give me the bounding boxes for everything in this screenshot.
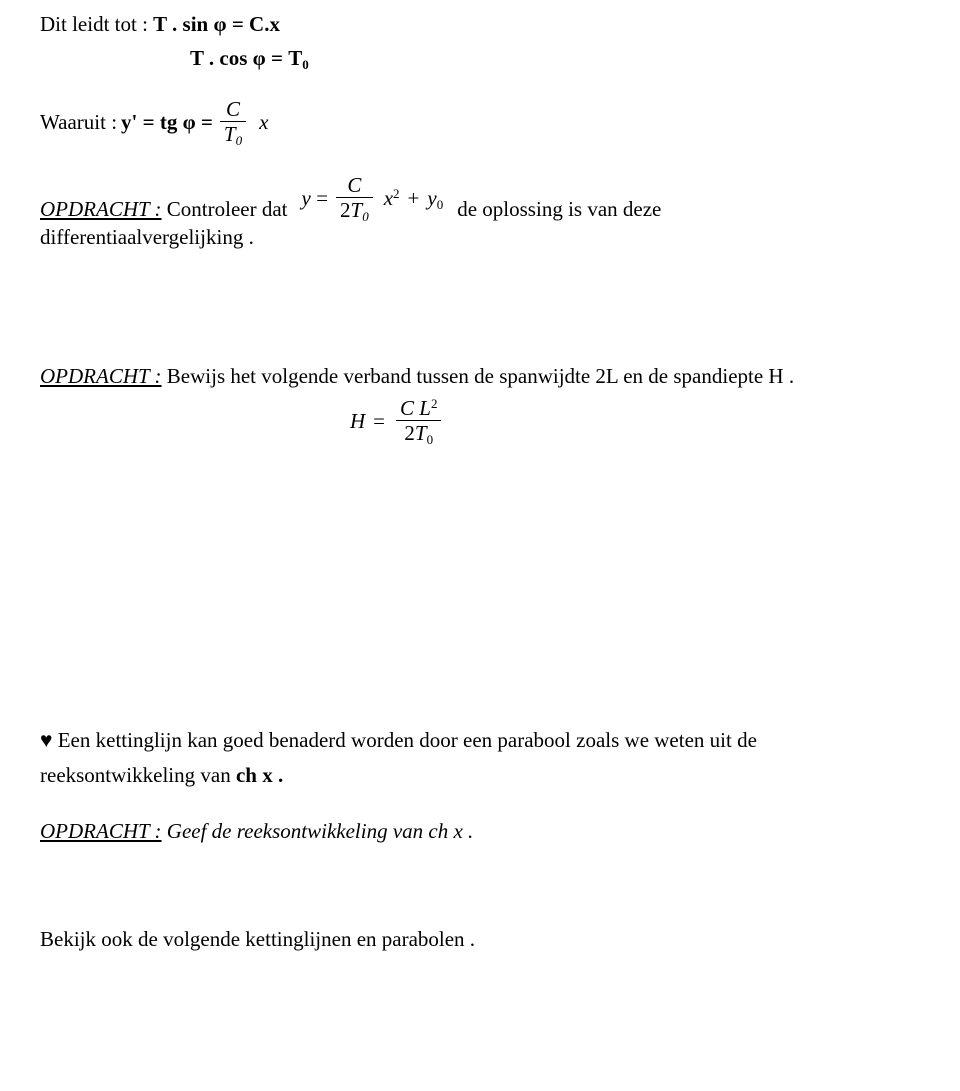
eq-sinphi-text: T . sin φ = C.x xyxy=(153,12,280,36)
den-tb: T xyxy=(415,421,427,445)
eq-equals: = xyxy=(315,184,329,212)
eq-cosphi-text: T . cos φ = T xyxy=(190,46,302,70)
x-base: x xyxy=(384,186,393,210)
kettinglijn-text: Een kettinglijn kan goed benaderd worden… xyxy=(58,728,757,752)
bekijk-text: Bekijk ook de volgende kettinglijnen en … xyxy=(40,927,475,951)
den-2b: 2 xyxy=(404,421,415,445)
y0-base: y xyxy=(427,186,436,210)
H-equals: = xyxy=(373,407,385,435)
eq-cosphi: T . cos φ = T0 xyxy=(190,46,309,70)
intro-prefix: Dit leidt tot : xyxy=(40,12,153,36)
yprime-text: y' = tg φ = xyxy=(121,108,213,136)
frac-den-2t0: 2T0 xyxy=(336,198,373,223)
heart-paragraph: ♥ Een kettinglijn kan goed benaderd word… xyxy=(40,726,960,754)
oplossing-text: de oplossing is van deze xyxy=(457,197,661,221)
diffvgl-text: differentiaalvergelijking . xyxy=(40,225,254,249)
yprime-inner: y' = tg φ = xyxy=(121,110,213,134)
eq-H: H = C L2 2T0 xyxy=(40,396,960,446)
frac-den-t: T xyxy=(224,122,236,146)
geef-reeks-text: Geef de reeksontwikkeling van ch x . xyxy=(167,819,474,843)
x-squared: x2 xyxy=(384,184,400,212)
opdracht-label-2: OPDRACHT : xyxy=(40,364,162,388)
eq-parabola: y = C 2T0 x2 + y0 xyxy=(302,173,444,223)
opdracht-label-1: OPDRACHT : xyxy=(40,197,162,221)
derive-line: Waaruit : y' = tg φ = C T0 x xyxy=(40,97,960,147)
opdracht-label-3: OPDRACHT : xyxy=(40,819,162,843)
frac-den-sub0: 0 xyxy=(236,133,243,148)
bekijk-line: Bekijk ook de volgende kettinglijnen en … xyxy=(40,925,960,953)
intro-line-2: T . cos φ = T0 xyxy=(40,44,960,72)
bewijs-text: Bewijs het volgende verband tussen de sp… xyxy=(167,364,794,388)
reeks-line: reeksontwikkeling van ch x . xyxy=(40,761,960,789)
frac-cl2-2t0: C L2 2T0 xyxy=(396,396,441,446)
frac-num-cl2: C L2 xyxy=(396,396,441,421)
frac-den-2t0b: 2T0 xyxy=(396,421,441,446)
opdracht-reeks: OPDRACHT : Geef de reeksontwikkeling van… xyxy=(40,817,960,845)
frac-num-c: C xyxy=(220,97,246,122)
reeks-text: reeksontwikkeling van xyxy=(40,763,236,787)
eq-sinphi: T . sin φ = C.x xyxy=(153,12,280,36)
y0-term: y0 xyxy=(427,184,443,212)
frac-den-2: 2 xyxy=(340,198,351,222)
num-cl: C L xyxy=(400,396,431,420)
plus-sign: + xyxy=(408,184,420,212)
controleer-text: Controleer dat xyxy=(167,197,288,221)
opdracht-bewijs: OPDRACHT : Bewijs het volgende verband t… xyxy=(40,362,960,390)
num-sup2: 2 xyxy=(431,396,438,411)
waaruit-label: Waaruit : xyxy=(40,108,117,136)
H-var: H xyxy=(350,407,365,435)
x-sup2: 2 xyxy=(393,186,400,201)
diffvgl-line: differentiaalvergelijking . xyxy=(40,223,960,251)
var-x: x xyxy=(259,108,268,136)
y0-sub: 0 xyxy=(437,197,444,212)
opdracht-controleer: OPDRACHT : Controleer dat y = C 2T0 x2 +… xyxy=(40,173,960,223)
chx-bold: ch x . xyxy=(236,763,283,787)
frac-c-over-t0: C T0 xyxy=(220,97,246,147)
frac-den-t0: T0 xyxy=(220,122,246,147)
frac-num-c2: C xyxy=(336,173,373,198)
intro-line-1: Dit leidt tot : T . sin φ = C.x xyxy=(40,10,960,38)
frac-c-2t0: C 2T0 xyxy=(336,173,373,223)
eq-cosphi-sub: 0 xyxy=(302,57,309,72)
heart-icon: ♥ xyxy=(40,728,52,752)
frac-den-sub02: 0 xyxy=(362,209,369,224)
den-sub0b: 0 xyxy=(427,432,434,447)
eq-y: y xyxy=(302,184,311,212)
frac-den-t2: T xyxy=(351,198,363,222)
